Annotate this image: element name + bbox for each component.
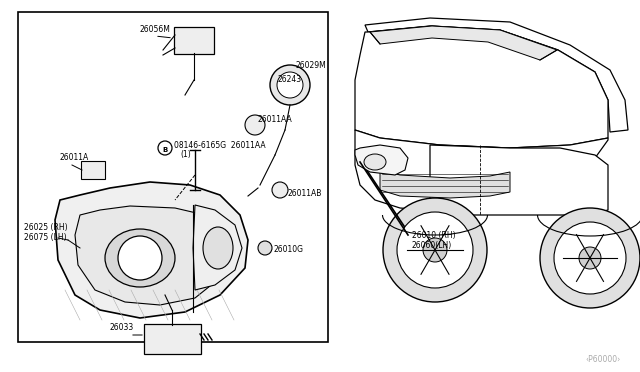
Bar [18, 12, 328, 342]
Text: 26011AA: 26011AA [258, 115, 292, 124]
Text: 26243: 26243 [278, 75, 302, 84]
Text: 26033: 26033 [110, 323, 134, 332]
Text: 08146-6165G  26011AA: 08146-6165G 26011AA [174, 141, 266, 150]
Polygon shape [355, 26, 608, 148]
Text: 26010G: 26010G [274, 245, 304, 254]
Ellipse shape [364, 154, 386, 170]
Circle shape [554, 222, 626, 294]
Text: (1): (1) [180, 150, 191, 159]
FancyBboxPatch shape [81, 161, 105, 179]
Circle shape [245, 115, 265, 135]
Text: 26010 (RH): 26010 (RH) [412, 231, 456, 240]
Polygon shape [365, 18, 628, 132]
Circle shape [423, 238, 447, 262]
Polygon shape [370, 26, 557, 60]
Circle shape [579, 247, 601, 269]
Polygon shape [380, 170, 510, 198]
Ellipse shape [203, 227, 233, 269]
Circle shape [397, 212, 473, 288]
Polygon shape [355, 130, 608, 212]
Circle shape [272, 182, 288, 198]
Polygon shape [55, 182, 248, 318]
FancyBboxPatch shape [174, 27, 214, 54]
Circle shape [540, 208, 640, 308]
Polygon shape [193, 205, 242, 290]
Text: 26056M: 26056M [140, 25, 171, 34]
Polygon shape [430, 145, 608, 215]
Circle shape [277, 72, 303, 98]
Polygon shape [355, 145, 408, 175]
Text: 26060(LH): 26060(LH) [412, 241, 452, 250]
Circle shape [270, 65, 310, 105]
Polygon shape [75, 206, 228, 305]
Circle shape [258, 241, 272, 255]
Text: 26075 (LH): 26075 (LH) [24, 233, 67, 242]
Circle shape [383, 198, 487, 302]
Ellipse shape [105, 229, 175, 287]
FancyBboxPatch shape [144, 324, 201, 354]
Text: B: B [162, 147, 167, 153]
Circle shape [118, 236, 162, 280]
Text: 26011A: 26011A [60, 153, 89, 162]
Text: ‹P60000›: ‹P60000› [585, 355, 620, 364]
Text: 26029M: 26029M [295, 61, 326, 70]
Text: 26025 (RH): 26025 (RH) [24, 223, 68, 232]
Text: 26011AB: 26011AB [288, 189, 323, 198]
